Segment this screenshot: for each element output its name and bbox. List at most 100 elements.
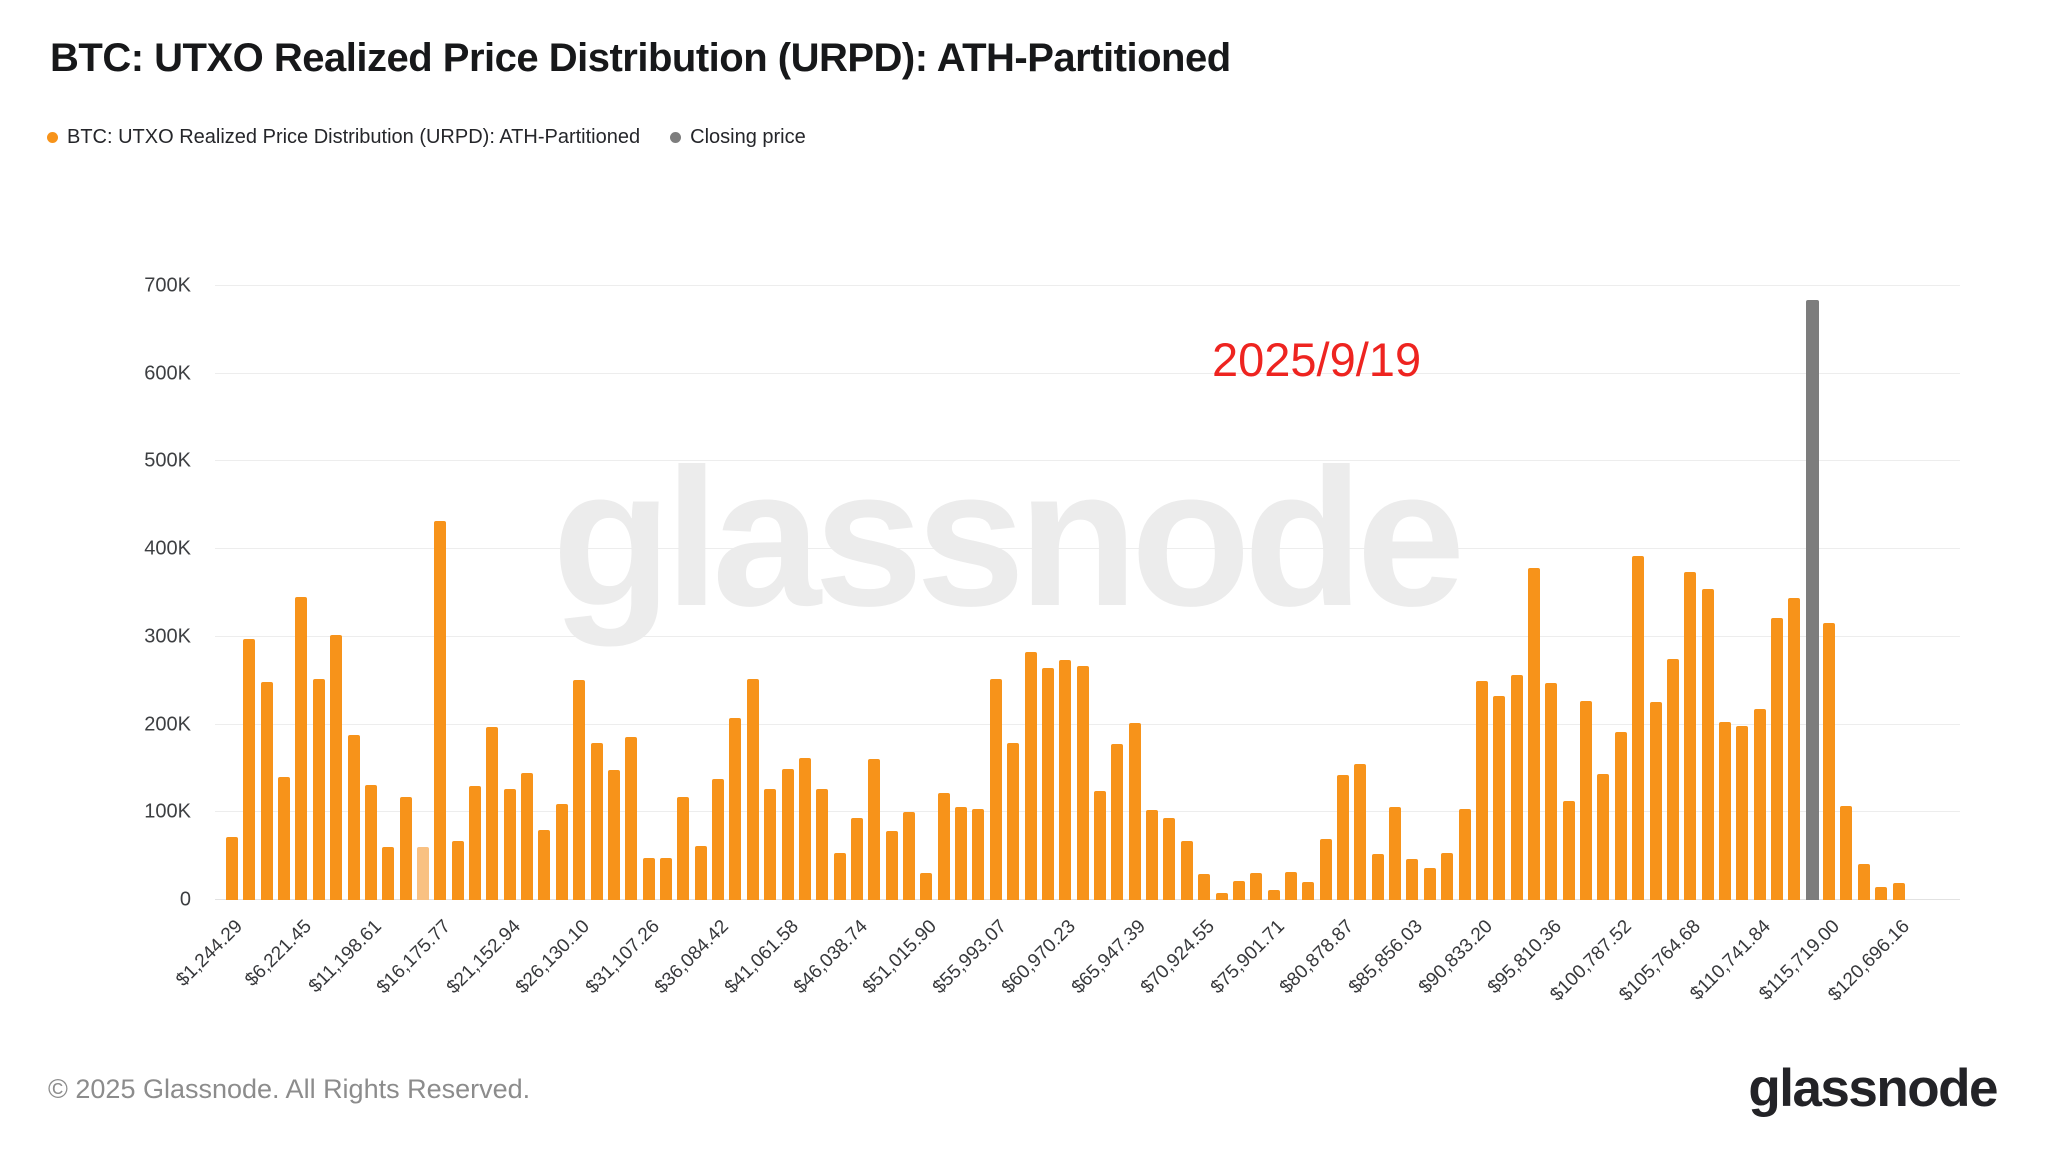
urpd-bar[interactable]	[1684, 571, 1697, 900]
urpd-bar[interactable]	[1632, 556, 1645, 900]
urpd-bar[interactable]	[278, 777, 291, 900]
urpd-bar[interactable]	[1423, 867, 1436, 900]
urpd-bar[interactable]	[746, 678, 759, 900]
urpd-bar[interactable]	[1007, 743, 1020, 900]
urpd-bar[interactable]	[712, 778, 725, 900]
urpd-bar[interactable]	[1250, 872, 1263, 900]
urpd-bar[interactable]	[1128, 722, 1141, 900]
urpd-bar[interactable]	[1284, 871, 1297, 900]
urpd-bar[interactable]	[1823, 622, 1836, 900]
urpd-bar[interactable]	[1059, 659, 1072, 900]
urpd-bar[interactable]	[503, 788, 516, 900]
urpd-bar[interactable]	[764, 788, 777, 900]
urpd-bar[interactable]	[903, 812, 916, 900]
urpd-bar[interactable]	[1354, 764, 1367, 900]
urpd-bar[interactable]	[243, 638, 256, 900]
urpd-bar[interactable]	[364, 785, 377, 900]
urpd-bar[interactable]	[1753, 708, 1766, 900]
legend-item-urpd[interactable]: BTC: UTXO Realized Price Distribution (U…	[47, 126, 640, 149]
urpd-bar[interactable]	[850, 817, 863, 900]
urpd-bar[interactable]	[955, 807, 968, 900]
urpd-bar[interactable]	[538, 829, 551, 900]
urpd-bar[interactable]	[486, 727, 499, 900]
urpd-bar[interactable]	[1458, 808, 1471, 900]
urpd-bar[interactable]	[920, 872, 933, 900]
urpd-bar[interactable]	[226, 836, 238, 900]
urpd-bar[interactable]	[885, 830, 898, 900]
urpd-bar[interactable]	[1528, 567, 1540, 900]
urpd-bar[interactable]	[1649, 701, 1662, 900]
urpd-bar[interactable]	[1771, 618, 1784, 900]
urpd-bar[interactable]	[1510, 675, 1523, 900]
urpd-bar[interactable]	[1788, 598, 1801, 900]
urpd-bar[interactable]	[677, 797, 690, 900]
urpd-bar[interactable]	[937, 793, 950, 900]
urpd-bar[interactable]	[1041, 668, 1054, 900]
urpd-bar[interactable]	[1562, 800, 1575, 900]
urpd-bar[interactable]	[1701, 588, 1714, 900]
urpd-bar[interactable]	[295, 596, 308, 900]
urpd-bar[interactable]	[781, 769, 794, 900]
urpd-bar[interactable]	[521, 772, 534, 900]
urpd-bar[interactable]	[1718, 721, 1731, 900]
urpd-bar[interactable]	[1736, 726, 1749, 900]
urpd-bar[interactable]	[1232, 880, 1245, 900]
urpd-bar[interactable]	[660, 857, 672, 900]
urpd-bar[interactable]	[1597, 773, 1610, 900]
urpd-bar[interactable]	[1076, 665, 1089, 900]
urpd-bar[interactable]	[260, 681, 273, 900]
urpd-bar[interactable]	[1111, 743, 1124, 900]
urpd-bar[interactable]	[1337, 774, 1350, 900]
x-axis-label: $105,764.68	[1615, 916, 1706, 1006]
urpd-bar[interactable]	[312, 678, 325, 900]
urpd-bar[interactable]	[642, 857, 655, 900]
urpd-bar[interactable]	[1146, 809, 1159, 900]
urpd-bar[interactable]	[1406, 858, 1419, 900]
urpd-bar[interactable]	[1875, 886, 1888, 900]
urpd-bar[interactable]	[1319, 839, 1332, 900]
urpd-bar[interactable]	[1840, 806, 1853, 900]
urpd-bar[interactable]	[1267, 890, 1280, 900]
urpd-bar[interactable]	[729, 717, 742, 900]
urpd-bar[interactable]	[607, 770, 620, 900]
urpd-bar[interactable]	[1163, 817, 1176, 900]
urpd-bar[interactable]	[972, 808, 985, 900]
urpd-bar[interactable]	[989, 678, 1002, 900]
urpd-bar[interactable]	[1441, 852, 1454, 900]
urpd-bar[interactable]	[816, 789, 829, 900]
urpd-bar[interactable]	[382, 846, 395, 900]
legend-item-closing-price[interactable]: Closing price	[670, 126, 806, 149]
urpd-bar[interactable]	[1215, 892, 1228, 900]
urpd-bar[interactable]	[833, 852, 846, 900]
urpd-bar[interactable]	[1389, 807, 1402, 900]
urpd-bar[interactable]	[434, 521, 447, 900]
urpd-bar[interactable]	[1614, 731, 1627, 900]
urpd-bar[interactable]	[1580, 700, 1593, 900]
urpd-bar[interactable]	[590, 743, 603, 900]
urpd-bar[interactable]	[416, 846, 429, 900]
urpd-bar[interactable]	[1302, 881, 1315, 900]
urpd-bar[interactable]	[330, 635, 343, 900]
urpd-bar[interactable]	[469, 785, 482, 900]
urpd-bar[interactable]	[1892, 883, 1905, 900]
urpd-bar[interactable]	[1198, 873, 1211, 900]
urpd-bar[interactable]	[555, 804, 568, 900]
urpd-bar[interactable]	[1094, 791, 1106, 900]
urpd-bar[interactable]	[1371, 854, 1384, 900]
closing-price-bar[interactable]	[1805, 300, 1819, 900]
urpd-bar[interactable]	[1857, 864, 1870, 900]
urpd-bar[interactable]	[573, 679, 586, 900]
urpd-bar[interactable]	[798, 757, 811, 900]
urpd-bar[interactable]	[1024, 651, 1037, 900]
urpd-bar[interactable]	[868, 758, 881, 900]
urpd-bar[interactable]	[625, 736, 638, 900]
urpd-bar[interactable]	[1493, 695, 1506, 900]
urpd-bar[interactable]	[1545, 683, 1558, 900]
urpd-bar[interactable]	[1666, 658, 1679, 900]
urpd-bar[interactable]	[451, 841, 464, 900]
urpd-bar[interactable]	[1475, 680, 1488, 900]
urpd-bar[interactable]	[347, 735, 360, 900]
urpd-bar[interactable]	[399, 796, 412, 900]
urpd-bar[interactable]	[1180, 841, 1193, 900]
urpd-bar[interactable]	[694, 845, 707, 900]
